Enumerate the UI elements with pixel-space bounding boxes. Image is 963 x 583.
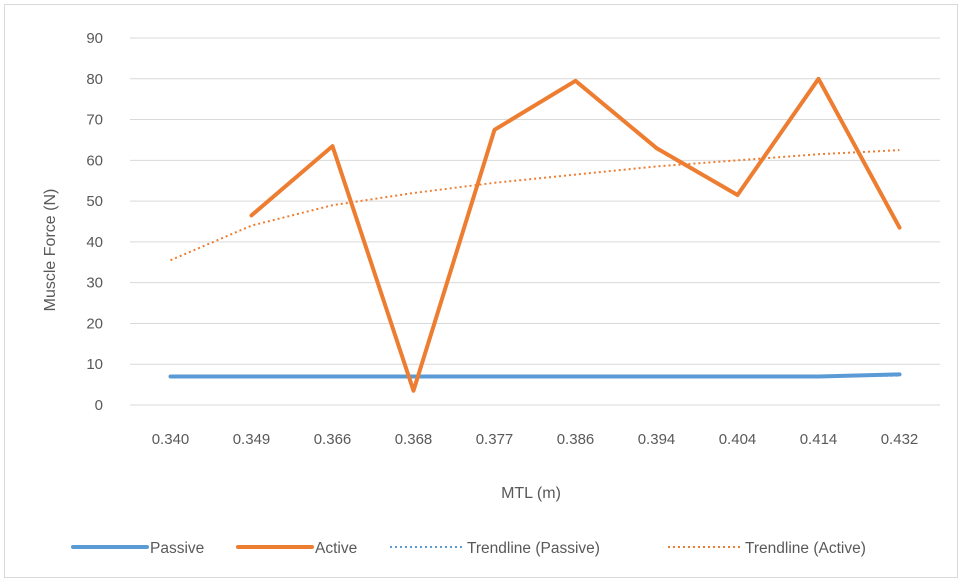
chart-area bbox=[4, 4, 958, 578]
legend: Passive Active Trendline (Passive) Trendlin… bbox=[71, 540, 866, 557]
x-tick-label: 0.394 bbox=[638, 431, 676, 448]
y-tick-label: 20 bbox=[86, 315, 103, 332]
y-axis-ticks: 0 10 20 30 40 50 60 70 80 90 bbox=[86, 30, 103, 414]
legend-item-trendline-passive: Trendline (Passive) bbox=[390, 540, 600, 557]
y-tick-label: 50 bbox=[86, 193, 103, 210]
x-tick-label: 0.377 bbox=[476, 431, 514, 448]
legend-item-active: Active bbox=[236, 540, 357, 557]
y-tick-label: 60 bbox=[86, 152, 103, 169]
series-line-trendline-active bbox=[170, 149, 900, 262]
x-axis-ticks: 0.340 0.349 0.366 0.368 0.377 0.386 0.394 0.404… bbox=[152, 431, 919, 448]
legend-label: Passive bbox=[150, 540, 204, 557]
y-tick-label: 90 bbox=[86, 30, 103, 47]
x-axis-title: MTL (m) bbox=[501, 485, 561, 502]
legend-label: Trendline (Active) bbox=[745, 540, 866, 557]
y-tick-label: 70 bbox=[86, 112, 103, 129]
y-tick-label: 0 bbox=[95, 397, 103, 414]
series-line-active bbox=[249, 76, 902, 393]
y-tick-label: 30 bbox=[86, 275, 103, 292]
y-axis-title: Muscle Force (N) bbox=[42, 189, 59, 312]
gridlines bbox=[130, 37, 940, 406]
legend-label: Active bbox=[315, 540, 357, 557]
legend-item-passive: Passive bbox=[71, 540, 204, 557]
legend-label: Trendline (Passive) bbox=[467, 540, 600, 557]
x-tick-label: 0.368 bbox=[395, 431, 433, 448]
series-line-passive bbox=[168, 372, 902, 379]
legend-item-trendline-active: Trendline (Active) bbox=[668, 540, 866, 557]
x-tick-label: 0.349 bbox=[233, 431, 271, 448]
x-tick-label: 0.366 bbox=[314, 431, 352, 448]
x-tick-label: 0.414 bbox=[800, 431, 838, 448]
y-tick-label: 40 bbox=[86, 234, 103, 251]
y-tick-label: 80 bbox=[86, 71, 103, 88]
y-tick-label: 10 bbox=[86, 356, 103, 373]
x-tick-label: 0.340 bbox=[152, 431, 190, 448]
x-tick-label: 0.386 bbox=[557, 431, 595, 448]
series-lines bbox=[168, 76, 902, 393]
x-tick-label: 0.432 bbox=[881, 431, 919, 448]
x-tick-label: 0.404 bbox=[719, 431, 757, 448]
